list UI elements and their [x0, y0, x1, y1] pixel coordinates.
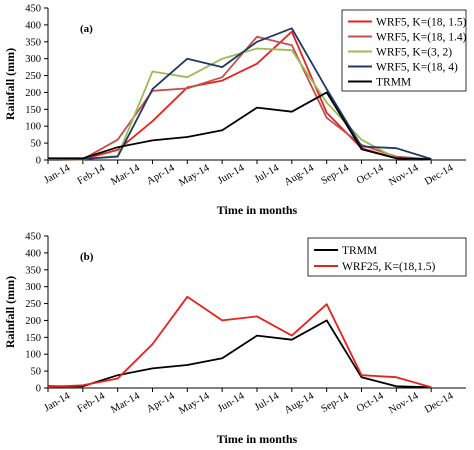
- x-tick-label: Apr-14: [145, 162, 177, 187]
- x-tick-label: Aug-14: [283, 162, 317, 188]
- y-tick-label: 150: [25, 333, 41, 344]
- legend-label: TRMM: [342, 245, 377, 257]
- y-axis-title: Rainfall (mm): [3, 276, 17, 348]
- x-tick-label: Sep-14: [319, 162, 351, 187]
- x-tick-label: Mar-14: [109, 162, 142, 188]
- series-line-4: [47, 27, 432, 160]
- x-tick-label: Aug-14: [283, 390, 317, 416]
- series-line-1: [48, 319, 432, 389]
- x-axis-title: Time in months: [217, 432, 298, 446]
- x-tick-label: Sep-14: [319, 390, 351, 415]
- y-axis-title: Rainfall (mm): [3, 48, 17, 120]
- x-tick-label: Feb-14: [76, 390, 108, 415]
- legend-label: WRF5, K=(18, 4): [376, 62, 458, 74]
- y-tick-label: 0: [36, 384, 41, 395]
- y-tick-label: 250: [25, 71, 41, 82]
- x-tick-label: Nov-14: [387, 390, 421, 416]
- legend-label: WRF5, K=(3, 2): [376, 47, 452, 59]
- y-tick-label: 0: [36, 156, 41, 167]
- panel-label: (b): [80, 251, 94, 263]
- x-tick-label: Jun-14: [216, 162, 247, 186]
- y-tick-label: 400: [25, 20, 41, 31]
- y-tick-label: 100: [25, 350, 41, 361]
- x-tick-label: Jul-14: [253, 162, 282, 185]
- y-tick-label: 350: [25, 37, 41, 48]
- y-tick-label: 150: [25, 105, 41, 116]
- y-tick-label: 50: [31, 139, 42, 150]
- x-tick-label: Jan-14: [42, 162, 72, 186]
- y-tick-label: 200: [25, 88, 41, 99]
- legend-label: TRMM: [376, 77, 411, 89]
- y-tick-label: 450: [25, 232, 41, 243]
- y-tick-label: 400: [25, 248, 41, 259]
- x-tick-label: Jul-14: [253, 390, 282, 413]
- y-tick-label: 250: [25, 299, 41, 310]
- x-tick-label: Jun-14: [216, 390, 247, 414]
- x-tick-label: Jan-14: [42, 390, 72, 414]
- legend-label: WRF5, K=(18, 1.5): [376, 17, 467, 29]
- y-tick-label: 200: [25, 316, 41, 327]
- x-tick-label: Dec-14: [423, 390, 456, 415]
- legend-label: WRF25, K=(18,1.5): [342, 261, 436, 273]
- y-tick-label: 300: [25, 282, 41, 293]
- x-tick-label: Oct-14: [355, 162, 386, 186]
- x-axis-title: Time in months: [217, 203, 298, 217]
- x-tick-label: Apr-14: [145, 390, 177, 415]
- x-tick-label: Oct-14: [355, 390, 386, 414]
- x-tick-label: May-14: [177, 162, 212, 189]
- y-tick-label: 300: [25, 54, 41, 65]
- legend-box: [307, 237, 467, 277]
- series-line-5: [48, 91, 432, 161]
- x-tick-label: Nov-14: [387, 162, 421, 188]
- y-tick-label: 50: [31, 367, 42, 378]
- panel-label: (a): [80, 23, 93, 35]
- x-tick-label: Feb-14: [76, 162, 108, 187]
- y-tick-label: 100: [25, 122, 41, 133]
- y-tick-label: 350: [25, 265, 41, 276]
- legend-label: WRF5, K=(18, 1.4): [376, 32, 467, 44]
- x-tick-label: Dec-14: [423, 162, 456, 187]
- x-tick-label: Mar-14: [109, 390, 142, 416]
- series-line-2: [47, 295, 432, 389]
- x-tick-label: May-14: [177, 390, 212, 417]
- y-tick-label: 450: [25, 4, 41, 15]
